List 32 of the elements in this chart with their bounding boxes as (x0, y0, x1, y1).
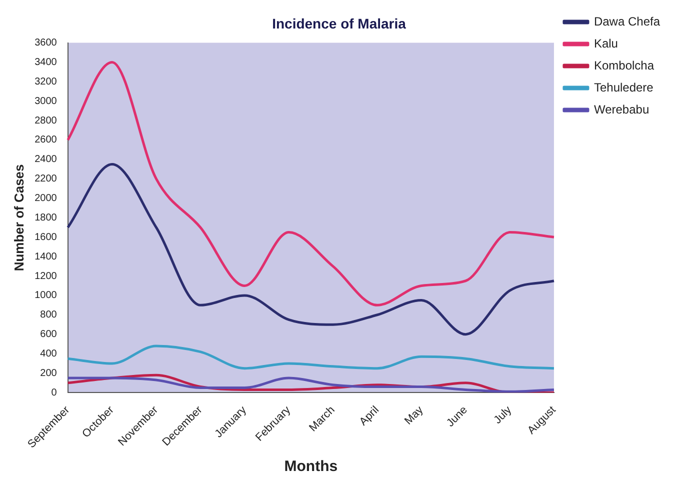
legend-label: Kombolcha (594, 58, 654, 72)
y-tick-label: 1400 (34, 251, 58, 262)
y-tick-label: 1800 (34, 212, 58, 224)
y-tick-label: 600 (40, 329, 58, 340)
line-series (66, 60, 556, 306)
chart-title: Incidence of Malaria (272, 15, 406, 32)
y-tick-label: 3200 (34, 76, 58, 88)
line-series (66, 163, 556, 336)
y-tick-label: 1200 (34, 270, 58, 282)
y-tick-label: 2800 (34, 115, 58, 126)
y-axis-title: Number of Cases (11, 164, 26, 272)
x-axis-title: Months (284, 458, 338, 476)
y-tick-label: 2600 (34, 134, 58, 146)
legend-label: Dawa Chefa (594, 14, 660, 28)
y-tick-label: 400 (40, 348, 58, 360)
x-tick-label: May (402, 404, 426, 428)
line-series (66, 344, 556, 370)
y-tick-label: 3000 (34, 96, 58, 107)
y-tick-label: 2200 (34, 174, 58, 185)
y-tick-label: 2000 (34, 193, 58, 204)
y-tick-label: 800 (40, 310, 58, 321)
legend-label: Tehuledere (594, 80, 654, 94)
y-tick-label: 1600 (34, 232, 58, 243)
legend-label: Kalu (594, 36, 618, 50)
y-tick-label: 3600 (34, 38, 58, 49)
y-tick-label: 3400 (34, 56, 58, 68)
y-tick-label: 1000 (34, 290, 58, 302)
y-tick-label: 0 (51, 387, 58, 398)
y-tick-label: 2400 (34, 154, 58, 166)
y-tick-label: 200 (40, 368, 58, 379)
x-tick-label: July (492, 404, 514, 426)
legend-label: Werebabu (594, 102, 650, 116)
